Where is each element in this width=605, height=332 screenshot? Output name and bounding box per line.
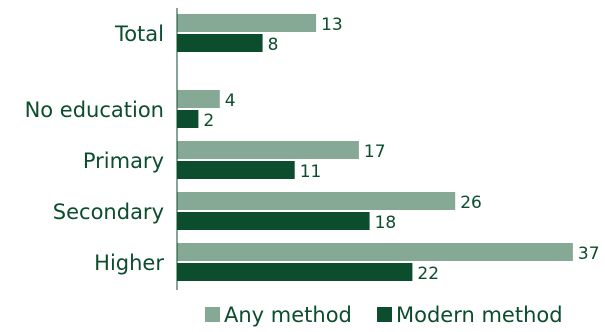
bar-total-modern-method (177, 34, 263, 52)
category-label-primary: Primary (83, 149, 164, 173)
bar-primary-any-method (177, 141, 359, 159)
value-label-primary-modern-method: 11 (300, 162, 322, 182)
value-labels-group: 13 8 42 17 11 26 18 37 22 (203, 15, 599, 284)
bar-higher-modern-method (177, 263, 413, 281)
legend-label-modern-method: Modern method (396, 303, 563, 327)
legend-swatch-any-method (205, 307, 220, 322)
legend-swatch-modern-method (377, 307, 392, 322)
category-label-no-education: No education (25, 98, 164, 122)
value-label-higher-modern-method: 22 (417, 264, 439, 284)
bar-total-any-method (177, 14, 317, 32)
bar-no-education-modern-method (177, 110, 199, 128)
bar-secondary-any-method (177, 192, 456, 210)
bar-no-education-any-method (177, 90, 220, 108)
category-label-total: Total (114, 22, 164, 46)
value-label-secondary-modern-method: 18 (375, 213, 397, 233)
bar-higher-any-method (177, 243, 573, 261)
legend: Any method Modern method (205, 303, 563, 327)
bar-primary-modern-method (177, 161, 295, 179)
category-labels-group: Total No education Primary Secondary Higher (25, 22, 165, 275)
value-label-secondary-any-method: 26 (460, 193, 482, 213)
value-label-total-any-method: 13 (321, 15, 343, 35)
value-label-no-education-any-method: 4 (225, 91, 236, 111)
legend-label-any-method: Any method (224, 303, 352, 327)
value-label-primary-any-method: 17 (364, 142, 386, 162)
bars-group (177, 14, 573, 281)
bar-secondary-modern-method (177, 212, 370, 230)
value-label-total-modern-method: 8 (268, 35, 279, 55)
category-label-secondary: Secondary (53, 200, 164, 224)
value-label-higher-any-method: 37 (578, 244, 600, 264)
value-label-no-education-modern-method: 2 (203, 111, 214, 131)
category-label-higher: Higher (94, 251, 164, 275)
